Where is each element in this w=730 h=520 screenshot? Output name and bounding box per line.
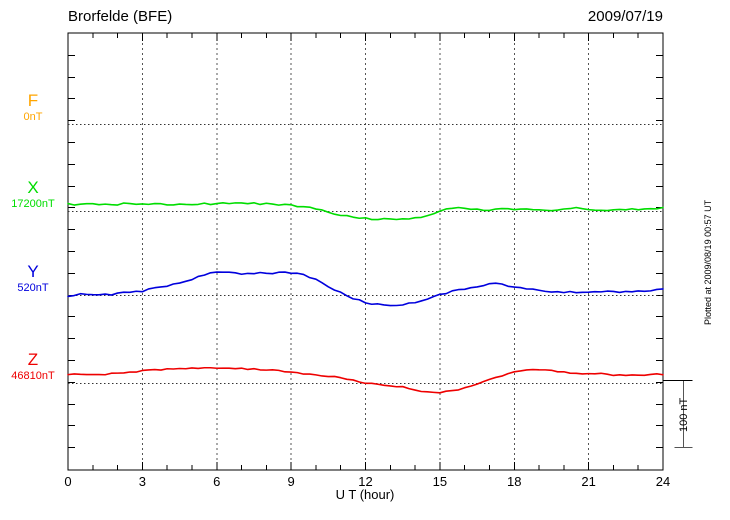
x-tick-label: 6 (213, 474, 221, 489)
x-tick-label: 15 (432, 474, 448, 489)
x-tick-label: 24 (655, 474, 671, 489)
x-tick-label: 21 (581, 474, 596, 489)
component-letter-x: X (27, 177, 39, 197)
component-letter-z: Z (27, 349, 39, 369)
component-label-f: F 0nT (0, 92, 66, 123)
date-label: 2009/07/19 (587, 8, 663, 25)
component-value-x: 17200nT (11, 197, 55, 210)
x-tick-label: 12 (358, 474, 373, 489)
x-axis-title: U T (hour) (335, 487, 395, 502)
scalebar-label: 100 nT (678, 397, 690, 432)
component-letter-f: F (27, 90, 39, 110)
component-value-z: 46810nT (11, 369, 55, 382)
x-tick-label: 9 (287, 474, 295, 489)
plot-timestamp-note: Plotted at 2009/08/19 00:57 UT (703, 199, 713, 325)
component-label-z: Z 46810nT (0, 351, 66, 382)
page-title: Brorfelde (BFE) (68, 8, 173, 25)
component-label-x: X 17200nT (0, 179, 66, 210)
component-value-f: 0nT (23, 110, 43, 123)
x-tick-label: 18 (507, 474, 522, 489)
component-label-y: Y 520nT (0, 263, 66, 294)
component-value-y: 520nT (17, 281, 49, 294)
x-tick-label: 0 (64, 474, 72, 489)
component-letter-y: Y (27, 261, 39, 281)
x-tick-label: 3 (138, 474, 146, 489)
